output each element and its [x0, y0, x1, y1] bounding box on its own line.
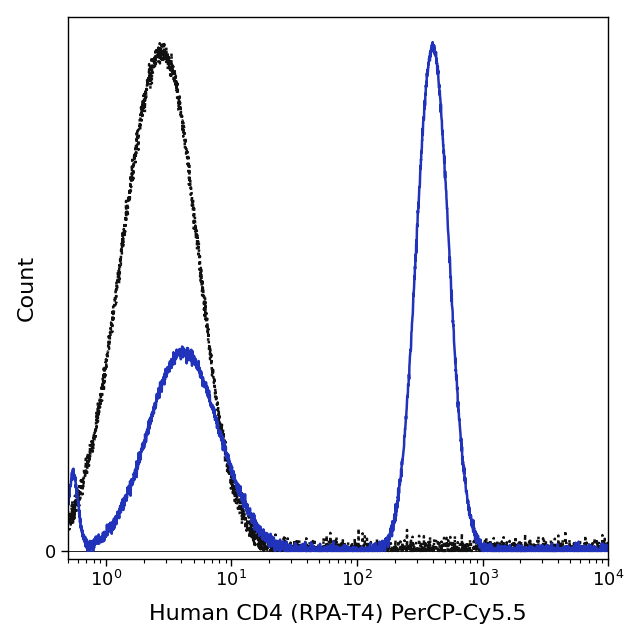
Y-axis label: Count: Count: [17, 254, 37, 320]
X-axis label: Human CD4 (RPA-T4) PerCP-Cy5.5: Human CD4 (RPA-T4) PerCP-Cy5.5: [149, 604, 527, 624]
